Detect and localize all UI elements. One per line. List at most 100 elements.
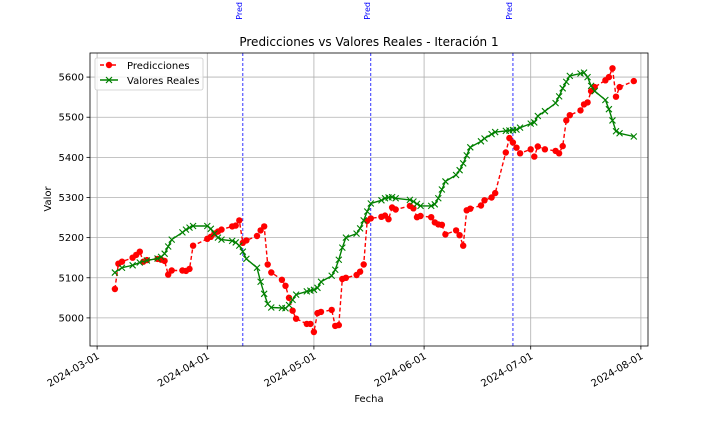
real-value-point [136, 259, 144, 266]
prediction-point [563, 117, 570, 124]
real-value-point [342, 234, 350, 242]
real-value-point [417, 202, 424, 210]
prediction-point [360, 261, 367, 268]
real-value-point [253, 264, 261, 272]
real-value-point [143, 257, 151, 264]
real-value-point [164, 243, 172, 250]
y-tick-label: 5200 [59, 233, 84, 244]
legend-valores-label: Valores Reales [127, 76, 199, 87]
real-value-point [356, 225, 364, 232]
real-value-point [612, 127, 620, 135]
real-value-point [189, 222, 197, 230]
real-value-point [378, 196, 385, 204]
real-value-point [260, 290, 268, 298]
series-line-predicciones [114, 65, 635, 335]
real-value-point [267, 304, 275, 311]
real-value-point [331, 266, 339, 274]
real-value-point [406, 196, 414, 204]
prediction-point [559, 142, 566, 150]
prediction-point [232, 222, 239, 229]
real-value-point [111, 269, 119, 276]
real-value-point [338, 244, 346, 252]
real-value-point [310, 286, 318, 294]
prediction-point [438, 221, 446, 228]
real-value-point [239, 248, 247, 256]
real-value-point [491, 128, 499, 136]
prediction-point [502, 149, 509, 156]
prediction-point [417, 212, 424, 220]
prediction-point [460, 242, 467, 249]
real-value-point [182, 226, 190, 233]
real-value-point [285, 301, 293, 309]
series [111, 65, 638, 336]
real-value-point [616, 129, 623, 137]
prediction-point [477, 202, 485, 209]
y-tick-label: 5400 [59, 153, 84, 164]
real-value-point [367, 200, 375, 207]
real-value-point [516, 124, 524, 132]
real-value-point [609, 117, 616, 124]
real-value-point [186, 224, 193, 231]
prediction-point [261, 223, 268, 230]
legend: Predicciones Valores Reales [94, 57, 204, 91]
vertical-markers: Pred Pred Pred [235, 2, 514, 346]
real-value-point [456, 166, 464, 174]
prediction-point [243, 237, 250, 244]
prediction-point [392, 206, 399, 213]
real-value-point [434, 194, 442, 202]
prediction-point [509, 139, 517, 146]
prediction-point [612, 93, 620, 100]
real-value-point [289, 296, 296, 304]
real-value-point [242, 255, 250, 263]
real-value-point [218, 236, 225, 244]
prediction-point [307, 320, 314, 328]
real-value-point [630, 133, 638, 140]
real-value-point [292, 291, 300, 299]
chart-title: Predicciones vs Valores Reales - Iteraci… [239, 35, 498, 49]
prediction-point [452, 227, 460, 234]
real-value-point [353, 230, 360, 238]
prediction-point [317, 308, 325, 316]
prediction-point [555, 150, 563, 157]
prediction-point [342, 274, 350, 281]
prediction-point [584, 99, 591, 106]
prediction-marker-label: Pred [505, 2, 514, 20]
real-value-point [363, 208, 371, 215]
real-value-point [442, 178, 449, 185]
prediction-marker-label: Pred [235, 2, 244, 20]
real-value-point [541, 107, 549, 115]
real-value-point [214, 234, 222, 242]
real-value-point [587, 82, 595, 90]
prediction-point [456, 232, 463, 239]
prediction-point [442, 231, 449, 238]
grid [90, 53, 648, 346]
prediction-point [488, 194, 495, 201]
prediction-marker-label: Pred [363, 2, 372, 20]
prediction-point [467, 205, 474, 212]
prediction-point [577, 107, 584, 114]
real-value-point [601, 96, 609, 104]
prediction-point [186, 265, 193, 273]
real-value-point [328, 272, 336, 280]
prediction-point [136, 248, 143, 255]
prediction-point [428, 214, 435, 221]
prediction-point [410, 205, 417, 212]
prediction-point [253, 232, 261, 240]
y-tick-label: 5600 [59, 73, 84, 84]
prediction-point [264, 261, 271, 268]
prediction-point [236, 217, 243, 224]
prediction-point [481, 197, 488, 204]
real-value-point [257, 278, 264, 286]
real-value-point [605, 105, 613, 113]
real-value-point [481, 135, 488, 142]
prediction-point [492, 189, 499, 197]
prediction-point [356, 268, 364, 275]
real-value-point [335, 256, 343, 264]
prediction-point [278, 276, 286, 283]
prediction-point [527, 146, 534, 153]
real-value-point [427, 202, 435, 210]
real-value-point [555, 92, 563, 100]
y-tick-label: 5500 [59, 113, 84, 124]
prediction-point [292, 315, 300, 322]
